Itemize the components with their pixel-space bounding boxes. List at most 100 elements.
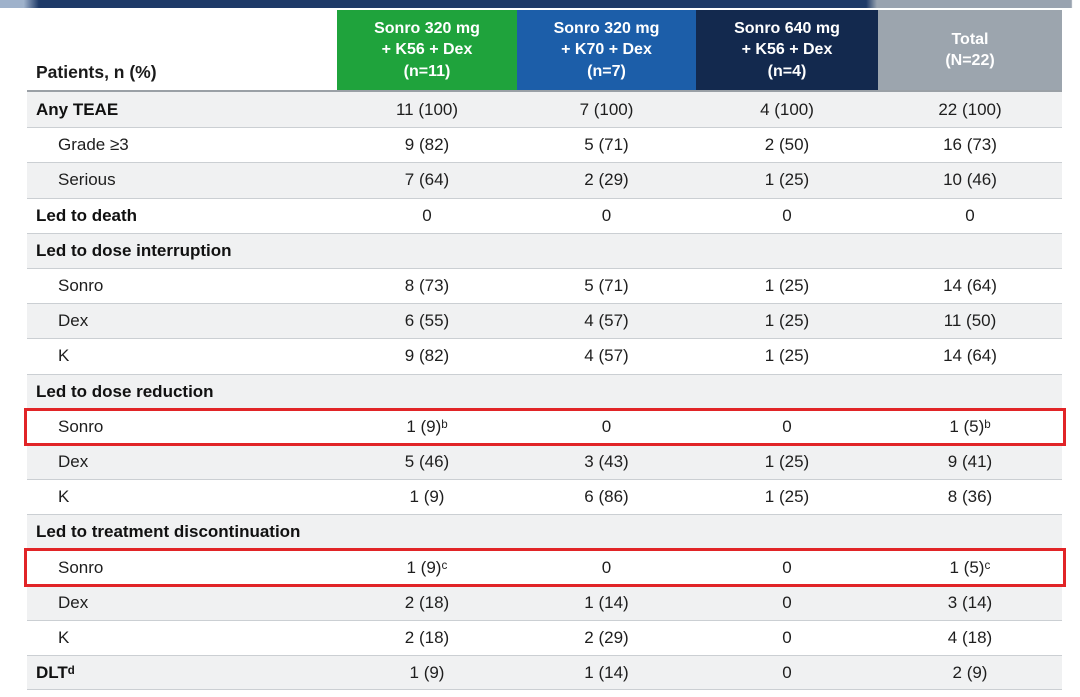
cell-value: 1 (14) <box>584 592 629 612</box>
row-label: K <box>58 627 70 647</box>
cell-value: 3 (43) <box>584 451 629 471</box>
cell-value: 11 (100) <box>395 99 459 119</box>
cell-value: 0 <box>782 205 792 225</box>
table-row-discontinuation-sonro-highlighted: Sonro 1 (9)ᶜ 0 0 1 (5)ᶜ <box>24 548 1066 587</box>
table-body: Any TEAE 11 (100) 7 (100) 4 (100) 22 (10… <box>24 90 1066 691</box>
cell-value: 1 (25) <box>764 487 810 507</box>
cell-value: 1 (25) <box>764 170 810 190</box>
table-row-led-to-death: Led to death 0 0 0 0 <box>27 197 1062 233</box>
cell-value: 5 (71) <box>584 276 629 296</box>
table-row-reduction-dex: Dex 5 (46) 3 (43) 1 (25) 9 (41) <box>27 443 1062 480</box>
cell-value: 1 (5)ᶜ <box>949 557 991 577</box>
column-header-sonro320-k70-dex: Sonro 320 mg + K70 + Dex (n=7) <box>517 10 696 90</box>
cell-value: 10 (46) <box>943 170 997 190</box>
cell-value: 6 (55) <box>404 311 450 331</box>
column-header-sonro640-k56-dex: Sonro 640 mg + K56 + Dex (n=4) <box>696 10 878 90</box>
table-row-any-teae: Any TEAE 11 (100) 7 (100) 4 (100) 22 (10… <box>27 92 1062 128</box>
table-row-discontinuation-dex: Dex 2 (18) 1 (14) 0 3 (14) <box>27 584 1062 620</box>
section-label: Led to treatment discontinuation <box>36 522 301 542</box>
table-row-interruption-sonro: Sonro 8 (73) 5 (71) 1 (25) 14 (64) <box>27 267 1062 303</box>
cell-value: 1 (9)ᵇ <box>406 416 448 436</box>
cell-value: 4 (57) <box>584 311 629 331</box>
row-label: Sonro <box>58 557 104 577</box>
cell-value: 5 (71) <box>584 135 629 155</box>
cell-value: 1 (25) <box>764 346 810 366</box>
table-header-row: Patients, n (%) Sonro 320 mg + K56 + Dex… <box>27 10 1062 90</box>
cell-value: 2 (29) <box>584 627 629 647</box>
row-label: K <box>58 487 70 507</box>
cell-value: 0 <box>601 557 612 577</box>
table-row-interruption-dex: Dex 6 (55) 4 (57) 1 (25) 11 (50) <box>27 303 1062 339</box>
row-label: Dex <box>58 592 89 612</box>
row-label: Dex <box>58 451 89 471</box>
section-row-dose-reduction: Led to dose reduction <box>27 373 1062 409</box>
cell-value: 2 (50) <box>764 135 810 155</box>
cell-value: 1 (9) <box>409 487 445 507</box>
cell-value: 0 <box>422 205 432 225</box>
row-label: Led to death <box>36 205 138 225</box>
cell-value: 16 (73) <box>943 135 997 155</box>
cell-value: 22 (100) <box>938 99 1002 119</box>
row-label: Any TEAE <box>36 99 119 119</box>
cell-value: 8 (36) <box>947 487 993 507</box>
cell-value: 0 <box>601 205 612 225</box>
cell-value: 2 (18) <box>404 592 450 612</box>
cell-value: 4 (100) <box>760 99 814 119</box>
cell-value: 7 (64) <box>404 170 450 190</box>
cell-value: 3 (14) <box>947 592 993 612</box>
cell-value: 0 <box>782 416 792 436</box>
row-label: Dex <box>58 311 89 331</box>
row-label: K <box>58 346 70 366</box>
cell-value: 1 (25) <box>764 276 810 296</box>
cell-value: 2 (29) <box>584 170 629 190</box>
cell-value: 0 <box>601 416 612 436</box>
cell-value: 1 (25) <box>764 451 810 471</box>
corner-header-patients: Patients, n (%) <box>36 62 157 82</box>
cell-value: 9 (82) <box>404 346 450 366</box>
row-label: Sonro <box>58 276 104 296</box>
table-row-interruption-k: K 9 (82) 4 (57) 1 (25) 14 (64) <box>27 338 1062 373</box>
cell-value: 7 (100) <box>579 99 634 119</box>
row-label: Grade ≥3 <box>58 135 129 155</box>
cell-value: 0 <box>965 205 975 225</box>
cell-value: 1 (9) <box>409 662 445 682</box>
cell-value: 1 (5)ᵇ <box>949 416 991 436</box>
row-label: DLTᵈ <box>36 662 75 682</box>
cell-value: 0 <box>782 662 792 682</box>
cell-value: 2 (9) <box>952 662 988 682</box>
teae-table: Patients, n (%) Sonro 320 mg + K56 + Dex… <box>24 10 1066 691</box>
row-label: Sonro <box>58 416 104 436</box>
table-row-grade-ge3: Grade ≥3 9 (82) 5 (71) 2 (50) 16 (73) <box>27 127 1062 162</box>
table-row-serious: Serious 7 (64) 2 (29) 1 (25) 10 (46) <box>27 162 1062 198</box>
cell-value: 14 (64) <box>943 346 997 366</box>
cell-value: 8 (73) <box>404 276 450 296</box>
column-header-sonro320-k56-dex: Sonro 320 mg + K56 + Dex (n=11) <box>337 10 517 90</box>
table-row-reduction-sonro-highlighted: Sonro 1 (9)ᵇ 0 0 1 (5)ᵇ <box>24 407 1066 446</box>
cell-value: 0 <box>782 627 792 647</box>
cell-value: 14 (64) <box>943 276 997 296</box>
cell-value: 4 (18) <box>947 627 993 647</box>
cell-value: 9 (41) <box>947 451 993 471</box>
row-label: Serious <box>58 170 116 190</box>
section-label: Led to dose interruption <box>36 240 232 260</box>
cell-value: 0 <box>782 592 792 612</box>
section-label: Led to dose reduction <box>36 381 214 401</box>
cell-value: 1 (25) <box>764 311 810 331</box>
table-row-dlt: DLTᵈ 1 (9) 1 (14) 0 2 (9) <box>27 655 1062 691</box>
column-header-total: Total (N=22) <box>878 10 1062 90</box>
section-row-treatment-discontinuation: Led to treatment discontinuation <box>27 514 1062 550</box>
cell-value: 5 (46) <box>404 451 450 471</box>
cell-value: 4 (57) <box>584 346 629 366</box>
top-divider-bar <box>0 0 1080 8</box>
table-row-discontinuation-k: K 2 (18) 2 (29) 0 4 (18) <box>27 619 1062 655</box>
cell-value: 11 (50) <box>943 311 997 331</box>
cell-value: 2 (18) <box>404 627 450 647</box>
cell-value: 0 <box>782 557 792 577</box>
cell-value: 9 (82) <box>404 135 450 155</box>
table-row-reduction-k: K 1 (9) 6 (86) 1 (25) 8 (36) <box>27 479 1062 514</box>
cell-value: 1 (14) <box>584 662 629 682</box>
cell-value: 1 (9)ᶜ <box>406 557 448 577</box>
cell-value: 6 (86) <box>584 487 629 507</box>
section-row-dose-interruption: Led to dose interruption <box>27 232 1062 268</box>
